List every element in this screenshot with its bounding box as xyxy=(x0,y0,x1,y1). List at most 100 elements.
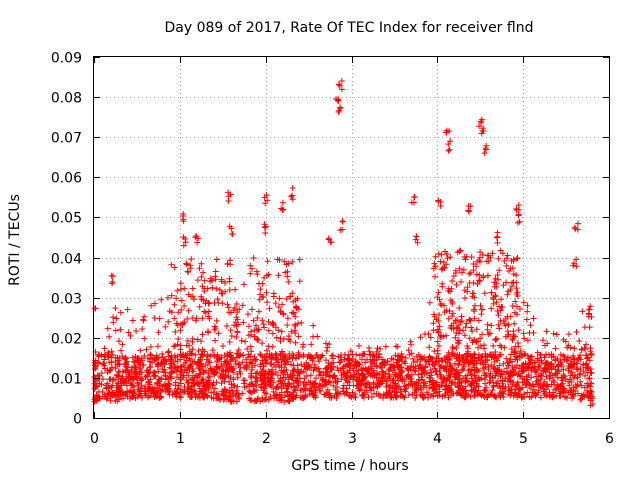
data-point xyxy=(574,359,581,366)
data-point xyxy=(578,346,585,353)
data-point xyxy=(212,337,219,344)
data-point xyxy=(165,389,172,396)
data-point xyxy=(197,338,204,345)
data-point xyxy=(543,373,550,380)
data-point xyxy=(356,387,363,394)
data-point xyxy=(460,386,467,393)
data-point xyxy=(394,363,401,370)
data-point xyxy=(171,301,178,308)
data-point xyxy=(177,367,184,374)
data-point xyxy=(468,371,475,378)
data-point xyxy=(443,250,450,257)
data-point xyxy=(274,372,281,379)
data-point xyxy=(204,328,211,335)
data-point xyxy=(477,335,484,342)
data-point xyxy=(434,326,441,333)
data-point xyxy=(468,357,475,364)
data-point xyxy=(377,381,384,388)
data-point xyxy=(500,282,507,289)
data-point xyxy=(239,302,246,309)
data-point xyxy=(127,332,134,339)
data-point xyxy=(106,367,113,374)
data-point xyxy=(130,392,137,399)
y-tick-label: 0.09 xyxy=(51,51,82,67)
data-point xyxy=(205,370,212,377)
data-point xyxy=(159,350,166,357)
data-point xyxy=(201,369,208,376)
data-point xyxy=(240,380,247,387)
data-point xyxy=(315,372,322,379)
data-point xyxy=(171,264,178,271)
data-point xyxy=(441,264,448,271)
data-point xyxy=(537,365,544,372)
data-point xyxy=(132,353,139,360)
data-point xyxy=(421,394,428,401)
data-point xyxy=(315,365,322,372)
data-point xyxy=(574,220,581,227)
data-point xyxy=(475,317,482,324)
data-point xyxy=(234,328,241,335)
data-point xyxy=(446,146,453,153)
data-point xyxy=(295,320,302,327)
y-tick-label: 0.06 xyxy=(51,171,82,187)
data-point xyxy=(283,295,290,302)
y-tick-label: 0.05 xyxy=(51,211,82,227)
data-point xyxy=(291,321,298,328)
data-point xyxy=(199,331,206,338)
data-point xyxy=(168,354,175,361)
data-point xyxy=(565,365,572,372)
data-point xyxy=(493,380,500,387)
data-point xyxy=(431,348,438,355)
data-point xyxy=(310,333,317,340)
data-point xyxy=(311,361,318,368)
data-point xyxy=(501,320,508,327)
data-point xyxy=(491,358,498,365)
data-point xyxy=(536,361,543,368)
data-point xyxy=(217,396,224,403)
data-point xyxy=(158,375,165,382)
data-point xyxy=(559,377,566,384)
data-point xyxy=(543,351,550,358)
data-point xyxy=(427,334,434,341)
data-point xyxy=(180,372,187,379)
data-point xyxy=(535,381,542,388)
data-point xyxy=(460,361,467,368)
data-point xyxy=(198,260,205,267)
data-point xyxy=(157,360,164,367)
data-point xyxy=(494,272,501,279)
data-point xyxy=(448,388,455,395)
data-point xyxy=(411,194,418,201)
data-point xyxy=(188,361,195,368)
data-point xyxy=(305,378,312,385)
data-point xyxy=(270,290,277,297)
data-point xyxy=(503,255,510,262)
data-point xyxy=(199,283,206,290)
data-point xyxy=(487,377,494,384)
data-point xyxy=(496,362,503,369)
data-point xyxy=(232,286,239,293)
data-point xyxy=(95,359,102,366)
data-point xyxy=(277,338,284,345)
data-point xyxy=(239,359,246,366)
data-point xyxy=(228,397,235,404)
data-point xyxy=(443,363,450,370)
data-point xyxy=(520,393,527,400)
data-point xyxy=(280,206,287,213)
data-point xyxy=(139,361,146,368)
data-point xyxy=(455,369,462,376)
data-point xyxy=(264,258,271,265)
data-point xyxy=(328,366,335,373)
data-point xyxy=(225,396,232,403)
data-point xyxy=(571,260,578,267)
data-point xyxy=(577,396,584,403)
data-point xyxy=(280,310,287,317)
data-point xyxy=(122,379,129,386)
data-point xyxy=(520,299,527,306)
data-point xyxy=(340,382,347,389)
data-point xyxy=(461,332,468,339)
data-point xyxy=(171,367,178,374)
data-point xyxy=(404,365,411,372)
data-point xyxy=(583,341,590,348)
data-point xyxy=(186,364,193,371)
data-point xyxy=(471,315,478,322)
